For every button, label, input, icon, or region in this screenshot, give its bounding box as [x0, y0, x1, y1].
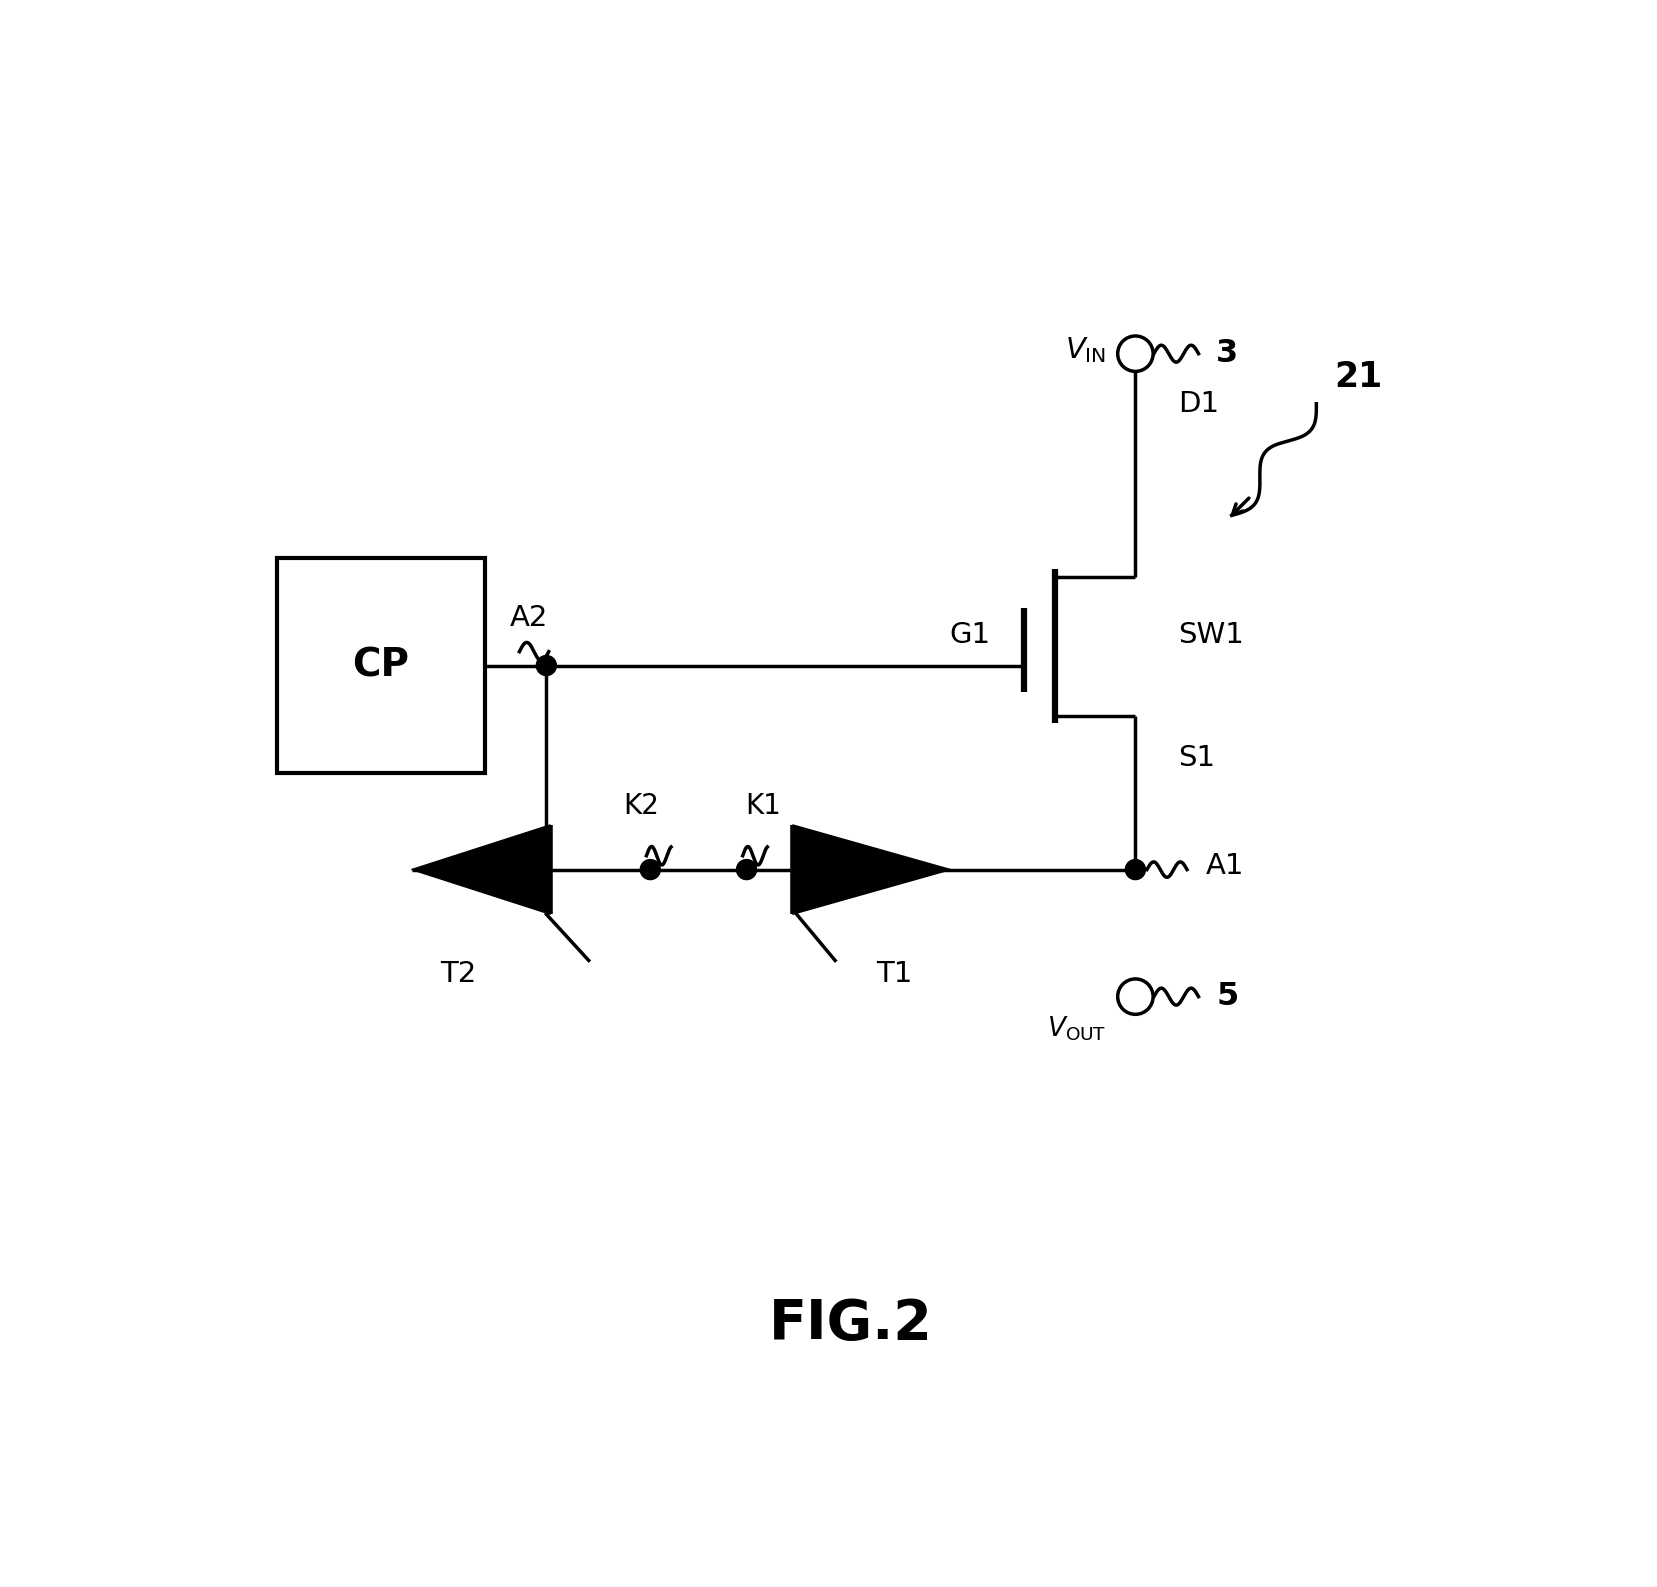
Circle shape: [1117, 336, 1152, 371]
Text: CP: CP: [351, 646, 409, 684]
Text: D1: D1: [1176, 390, 1218, 417]
Circle shape: [1125, 860, 1145, 879]
Text: $V_{\rm IN}$: $V_{\rm IN}$: [1064, 335, 1105, 365]
Polygon shape: [792, 825, 949, 914]
Text: K2: K2: [623, 792, 658, 820]
Text: 3: 3: [1216, 338, 1238, 370]
Polygon shape: [411, 825, 550, 914]
Bar: [277, 557, 484, 773]
Text: A1: A1: [1206, 852, 1244, 879]
Text: T1: T1: [877, 960, 913, 987]
Circle shape: [640, 860, 659, 879]
Text: 21: 21: [1334, 360, 1382, 394]
Circle shape: [736, 860, 756, 879]
Text: FIG.2: FIG.2: [769, 1297, 931, 1351]
Text: 5: 5: [1216, 981, 1238, 1013]
Circle shape: [1117, 979, 1152, 1014]
Text: A2: A2: [510, 603, 548, 632]
Text: S1: S1: [1176, 744, 1215, 771]
Circle shape: [535, 655, 557, 676]
Text: K1: K1: [746, 792, 780, 820]
Text: G1: G1: [949, 621, 989, 649]
Text: SW1: SW1: [1176, 621, 1243, 649]
Text: T2: T2: [439, 960, 476, 987]
Text: $V_{\rm OUT}$: $V_{\rm OUT}$: [1046, 1014, 1105, 1043]
